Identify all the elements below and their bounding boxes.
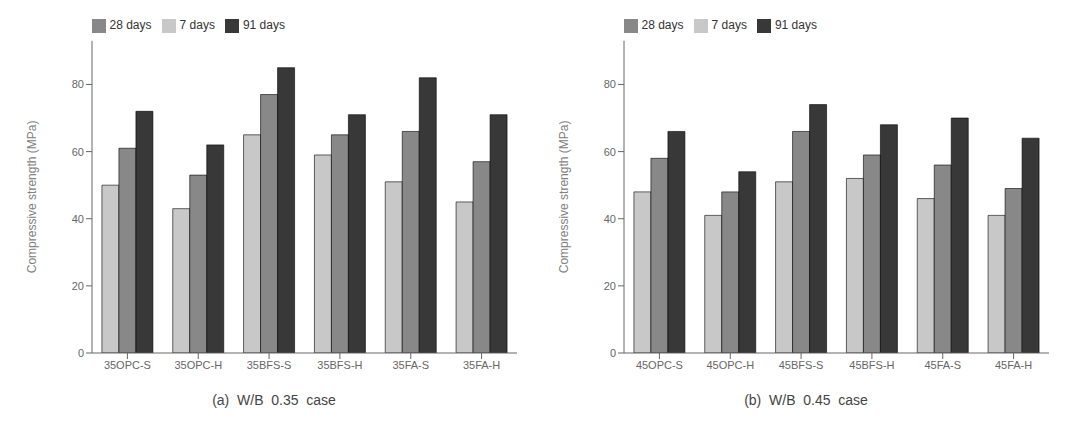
html-text:91 days: 91 days — [242, 18, 285, 32]
svg-text:60: 60 — [603, 146, 615, 158]
html-text:(a) W/B 0.35 case: (a) W/B 0.35 case — [212, 392, 336, 408]
svg-text:45OPC-S: 45OPC-S — [635, 359, 682, 371]
html-text:7 days: 7 days — [711, 18, 747, 32]
html-text:91 days: 91 days — [774, 18, 817, 32]
html-text:28 days: 28 days — [641, 18, 684, 32]
svg-text:80: 80 — [603, 78, 615, 90]
svg-text:0: 0 — [609, 347, 615, 359]
svg-text:45BFS-S: 45BFS-S — [778, 359, 823, 371]
svg-text:45FA-H: 45FA-H — [994, 359, 1031, 371]
html-text:7 days: 7 days — [179, 18, 215, 32]
svg-text:35OPC-H: 35OPC-H — [174, 359, 222, 371]
svg-text:0: 0 — [77, 347, 83, 359]
html-text:28 days: 28 days — [109, 18, 152, 32]
svg-text:45OPC-H: 45OPC-H — [706, 359, 754, 371]
svg-text:35BFS-S: 35BFS-S — [246, 359, 291, 371]
svg-text:Compressive strength (MPa): Compressive strength (MPa) — [557, 121, 571, 274]
svg-text:20: 20 — [603, 280, 615, 292]
svg-text:40: 40 — [603, 213, 615, 225]
svg-text:35BFS-H: 35BFS-H — [317, 359, 362, 371]
svg-text:Compressive strength (MPa): Compressive strength (MPa) — [25, 121, 39, 274]
svg-text:60: 60 — [71, 146, 83, 158]
svg-text:35OPC-S: 35OPC-S — [103, 359, 150, 371]
svg-text:40: 40 — [71, 213, 83, 225]
svg-text:35FA-S: 35FA-S — [392, 359, 429, 371]
svg-text:20: 20 — [71, 280, 83, 292]
svg-text:80: 80 — [71, 78, 83, 90]
svg-text:45FA-S: 45FA-S — [924, 359, 961, 371]
svg-text:45BFS-H: 45BFS-H — [849, 359, 894, 371]
html-text:(b) W/B 0.45 case: (b) W/B 0.45 case — [744, 392, 868, 408]
svg-text:35FA-H: 35FA-H — [462, 359, 499, 371]
